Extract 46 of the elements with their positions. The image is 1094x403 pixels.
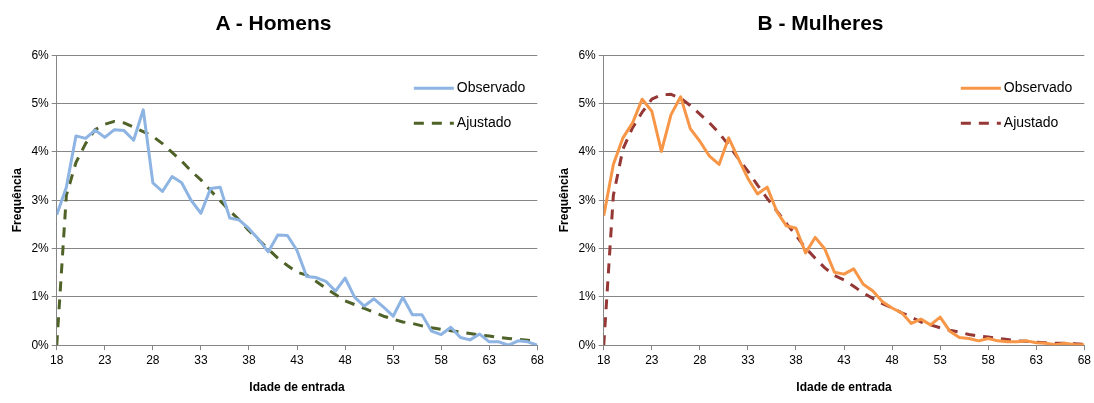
y-tick-label: 1% bbox=[578, 289, 597, 304]
chart-title: A - Homens bbox=[215, 11, 332, 35]
y-tick-label: 0% bbox=[31, 337, 50, 352]
chart-title: B - Mulheres bbox=[757, 11, 884, 35]
x-tick-label: 48 bbox=[885, 352, 900, 367]
x-tick-label: 33 bbox=[741, 352, 755, 367]
y-tick-label: 2% bbox=[31, 240, 50, 255]
x-tick-label: 58 bbox=[434, 352, 449, 367]
x-tick-label: 33 bbox=[194, 352, 208, 367]
y-tick-label: 3% bbox=[31, 192, 50, 207]
x-tick-label: 38 bbox=[242, 352, 256, 367]
x-tick-label: 28 bbox=[693, 352, 707, 367]
x-tick-label: 43 bbox=[290, 352, 305, 367]
y-tick-label: 6% bbox=[578, 47, 597, 62]
y-axis-title: Frequência bbox=[9, 167, 24, 233]
x-tick-label: 38 bbox=[789, 352, 803, 367]
x-tick-label: 43 bbox=[837, 352, 852, 367]
y-tick-label: 3% bbox=[578, 192, 597, 207]
legend-label: Observado bbox=[456, 79, 526, 96]
y-tick-label: 0% bbox=[578, 337, 597, 352]
y-tick-label: 2% bbox=[578, 240, 597, 255]
x-tick-label: 68 bbox=[1077, 352, 1092, 367]
x-tick-label: 63 bbox=[1029, 352, 1044, 367]
y-tick-label: 5% bbox=[578, 95, 597, 110]
x-tick-label: 23 bbox=[98, 352, 112, 367]
x-tick-label: 28 bbox=[146, 352, 160, 367]
y-tick-label: 6% bbox=[31, 47, 50, 62]
x-tick-label: 63 bbox=[482, 352, 497, 367]
y-axis-title: Frequência bbox=[556, 167, 571, 233]
x-tick-label: 23 bbox=[645, 352, 659, 367]
y-tick-label: 4% bbox=[31, 144, 50, 159]
x-axis-title: Idade de entrada bbox=[796, 380, 893, 395]
x-tick-label: 48 bbox=[338, 352, 353, 367]
x-tick-label: 53 bbox=[386, 352, 401, 367]
legend-label: Ajustado bbox=[1003, 114, 1059, 131]
x-tick-label: 18 bbox=[597, 352, 611, 367]
y-tick-label: 5% bbox=[31, 95, 50, 110]
legend-label: Observado bbox=[1003, 79, 1073, 96]
y-tick-label: 4% bbox=[578, 144, 597, 159]
x-axis-title: Idade de entrada bbox=[249, 380, 346, 395]
x-tick-label: 68 bbox=[530, 352, 545, 367]
legend-label: Ajustado bbox=[456, 114, 512, 131]
x-tick-label: 58 bbox=[981, 352, 996, 367]
y-tick-label: 1% bbox=[31, 289, 50, 304]
x-tick-label: 18 bbox=[50, 352, 64, 367]
x-tick-label: 53 bbox=[933, 352, 948, 367]
